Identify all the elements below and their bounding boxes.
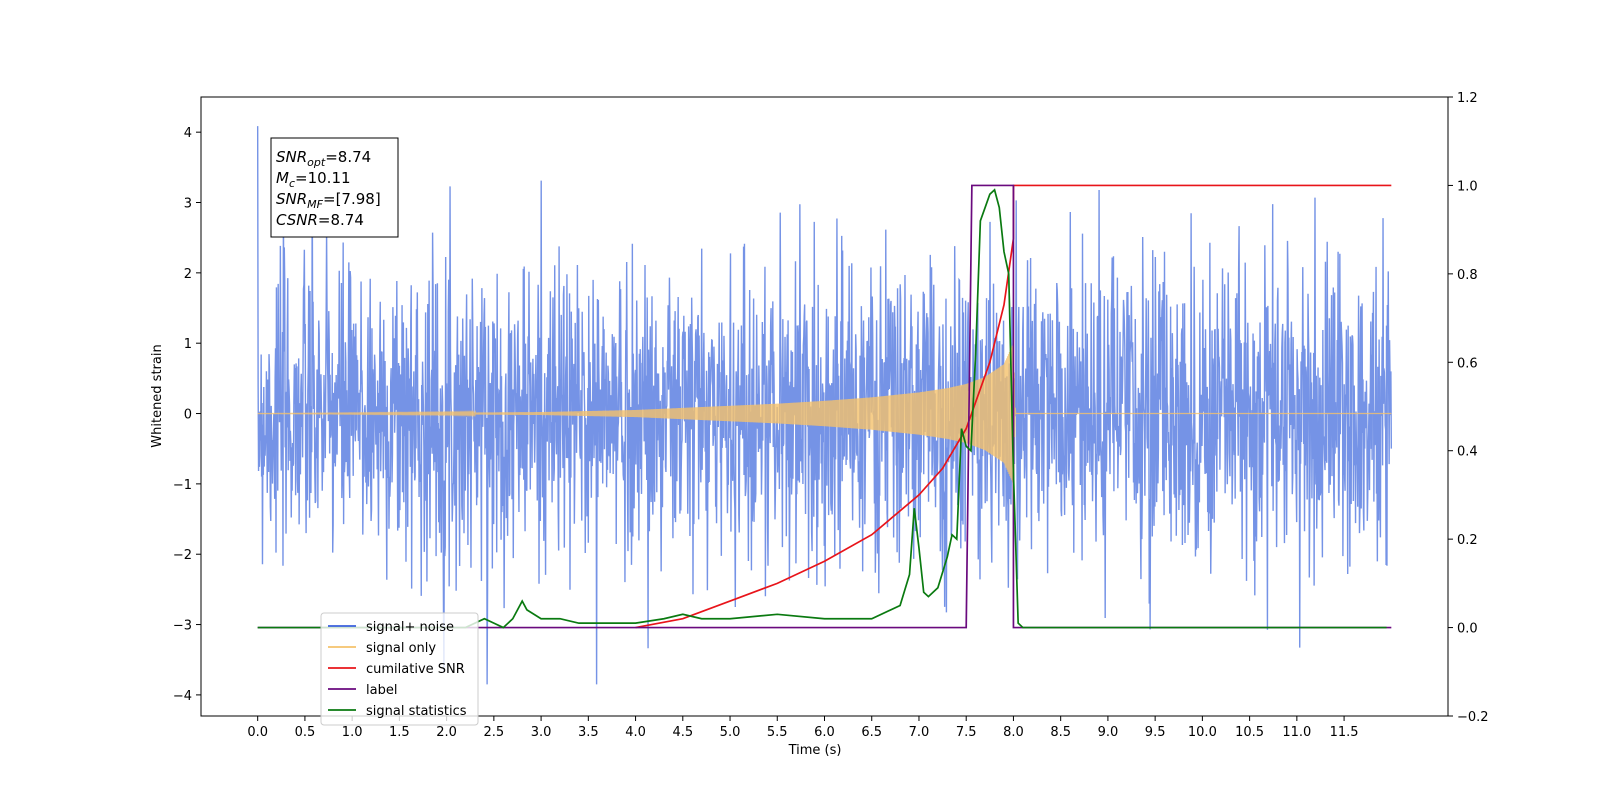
info-line: CSNR=8.74 bbox=[276, 211, 364, 229]
info-line: SNRopt=8.74 bbox=[276, 148, 371, 169]
y-tick-label: −1 bbox=[173, 478, 192, 493]
x-tick-label: 11.5 bbox=[1330, 725, 1359, 740]
y-tick-label: 0 bbox=[184, 408, 192, 423]
y-tick-label: −3 bbox=[173, 619, 192, 634]
info-line: SNRMF=[7.98] bbox=[276, 190, 381, 211]
x-tick-label: 10.5 bbox=[1235, 725, 1264, 740]
legend: signal+ noise signal only cumilative SNR la… bbox=[320, 612, 479, 726]
x-tick-label: 9.0 bbox=[1098, 725, 1119, 740]
y2-tick-label: 1.2 bbox=[1457, 91, 1478, 106]
x-tick-label: 1.5 bbox=[389, 725, 410, 740]
x-tick-label: 5.0 bbox=[720, 725, 741, 740]
y-tick-label: −4 bbox=[173, 689, 192, 704]
series-signal-only bbox=[257, 343, 1392, 483]
legend-entry-label: cumilative SNR bbox=[366, 662, 465, 677]
y-tick-label: 1 bbox=[184, 337, 192, 352]
y-tick-label: 3 bbox=[184, 197, 192, 212]
y2-tick-label: 0.4 bbox=[1457, 445, 1478, 460]
x-tick-label: 8.5 bbox=[1050, 725, 1071, 740]
y2-tick-label: 0.0 bbox=[1457, 622, 1478, 637]
plot-area bbox=[256, 126, 1393, 685]
x-tick-label: 1.0 bbox=[342, 725, 363, 740]
legend-entry-label: signal only bbox=[366, 641, 436, 656]
x-tick-label: 0.5 bbox=[295, 725, 316, 740]
legend-entry-label: signal statistics bbox=[366, 704, 467, 719]
y2-tick-label: −0.2 bbox=[1457, 710, 1489, 725]
y-tick-label: 2 bbox=[184, 267, 192, 282]
y2-tick-label: 0.8 bbox=[1457, 268, 1478, 283]
x-tick-label: 4.5 bbox=[672, 725, 693, 740]
x-tick-label: 2.5 bbox=[484, 725, 505, 740]
x-tick-label: 3.5 bbox=[578, 725, 599, 740]
x-axis-label: Time (s) bbox=[788, 743, 842, 758]
legend-entry-label: signal+ noise bbox=[366, 620, 454, 635]
x-tick-label: 8.0 bbox=[1003, 725, 1024, 740]
y-axis-label: Whitened strain bbox=[150, 344, 165, 447]
legend-entry-label: label bbox=[366, 683, 397, 698]
axes-layer: 0.0 0.5 1.0 1.5 2.0 2.5 3.0 3.5 4.0 4.5 5.0 5.5 6.0 6… bbox=[173, 91, 1489, 740]
series-label bbox=[257, 184, 1392, 629]
series-cumilative-snr bbox=[635, 184, 1392, 629]
x-tick-label: 6.5 bbox=[861, 725, 882, 740]
info-line: Mc=10.11 bbox=[276, 169, 351, 190]
x-tick-label: 2.0 bbox=[436, 725, 457, 740]
x-tick-label: 4.0 bbox=[625, 725, 646, 740]
info-box-frame bbox=[270, 137, 399, 238]
x-tick-label: 10.0 bbox=[1188, 725, 1217, 740]
x-tick-label: 3.0 bbox=[531, 725, 552, 740]
x-tick-label: 0.0 bbox=[247, 725, 268, 740]
x-tick-label: 5.5 bbox=[767, 725, 788, 740]
y-tick-label: −2 bbox=[173, 548, 192, 563]
x-tick-label: 7.0 bbox=[909, 725, 930, 740]
y2-tick-label: 0.2 bbox=[1457, 533, 1478, 548]
x-tick-label: 6.0 bbox=[814, 725, 835, 740]
y2-tick-label: 1.0 bbox=[1457, 179, 1478, 194]
y-tick-label: 4 bbox=[184, 126, 192, 141]
legend-frame bbox=[320, 612, 479, 726]
series-signal-statistics bbox=[257, 188, 1387, 629]
y2-tick-label: 0.6 bbox=[1457, 356, 1478, 371]
series-signal-noise bbox=[256, 126, 1393, 685]
x-tick-label: 11.0 bbox=[1282, 725, 1311, 740]
x-tick-label: 7.5 bbox=[956, 725, 977, 740]
x-tick-label: 9.5 bbox=[1145, 725, 1166, 740]
